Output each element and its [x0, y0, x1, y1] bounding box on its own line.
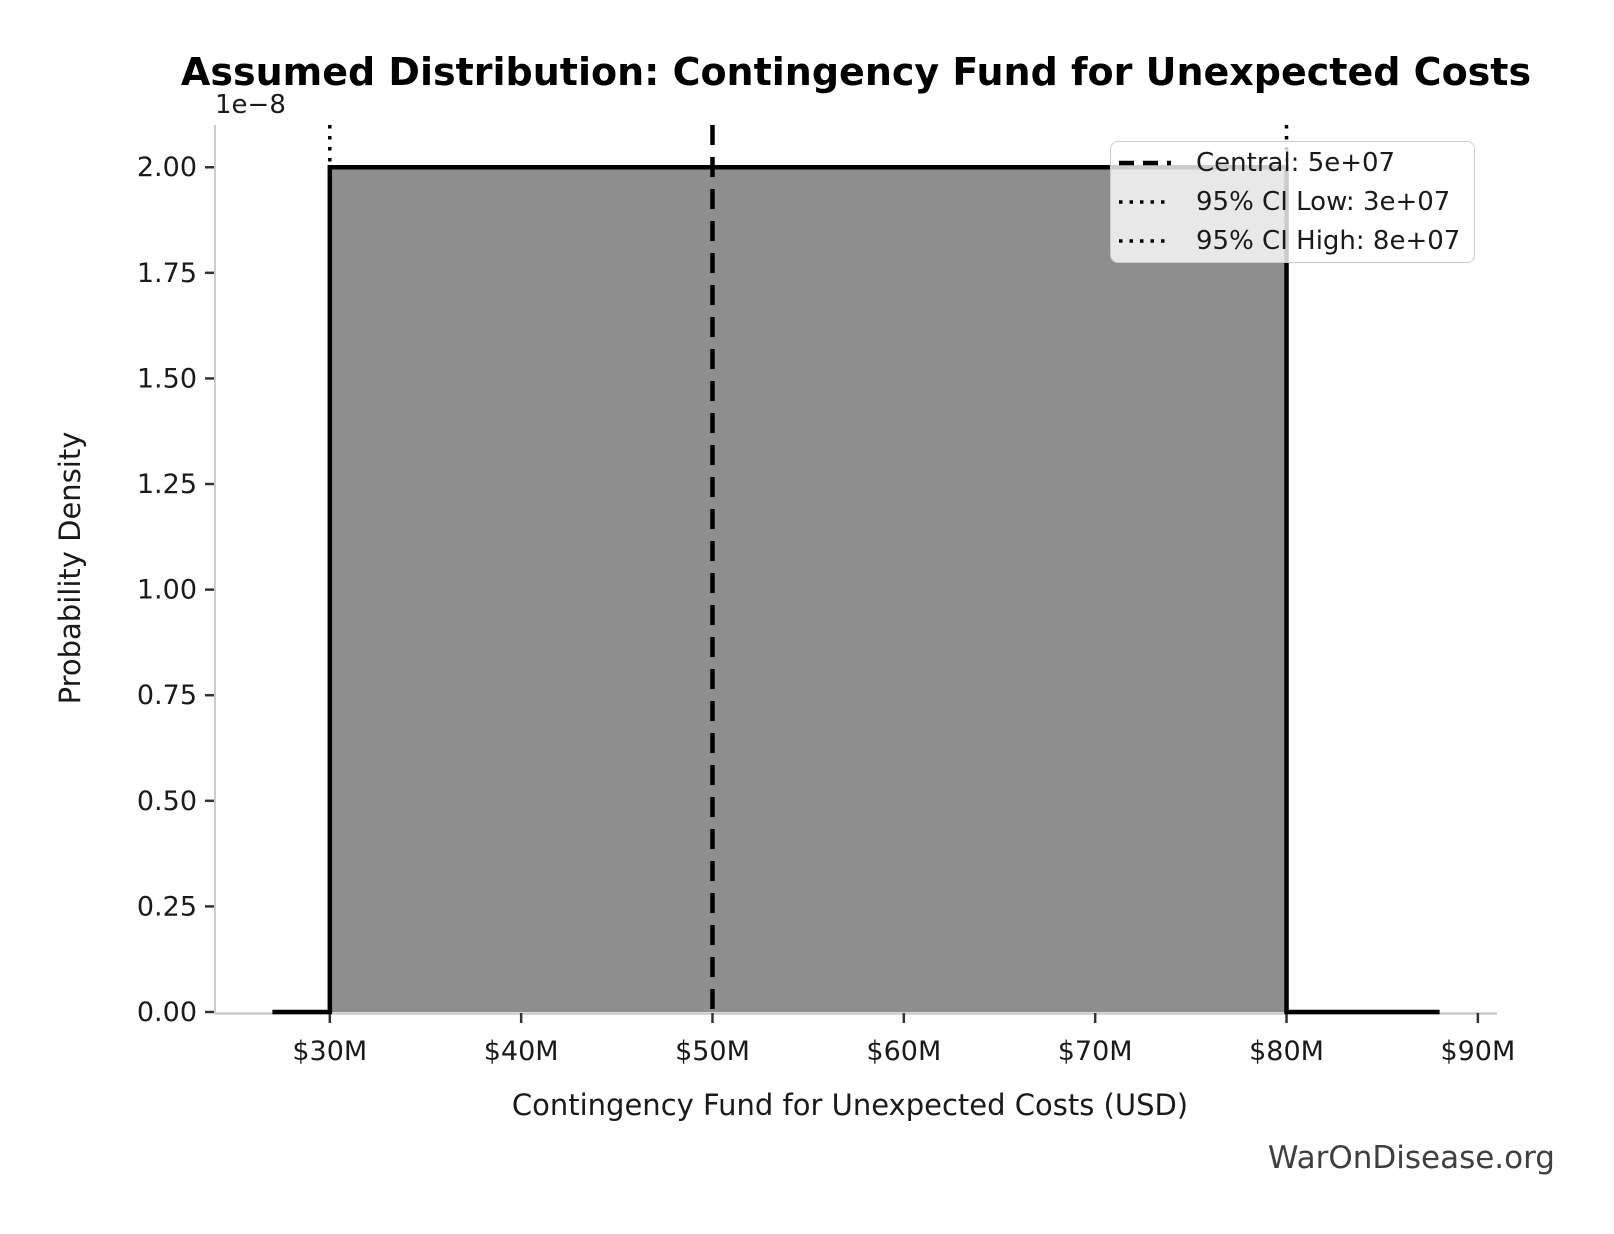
density-fill — [329, 167, 1287, 1012]
chart-title: Assumed Distribution: Contingency Fund f… — [180, 50, 1532, 94]
y-tick-label: 1.25 — [137, 469, 197, 500]
x-tick-label: $90M — [1440, 1036, 1515, 1067]
legend-label-ci-low: 95% CI Low: 3e+07 — [1196, 186, 1451, 217]
dotted-line-sample-icon — [1119, 200, 1171, 204]
y-tick-label: 2.00 — [137, 152, 197, 183]
y-tick-label: 1.75 — [137, 258, 197, 289]
legend-row-ci-low: 95% CI Low: 3e+07 — [1119, 187, 1468, 217]
watermark: WarOnDisease.org — [1267, 1140, 1555, 1176]
x-axis-label: Contingency Fund for Unexpected Costs (U… — [511, 1088, 1189, 1122]
legend-label-central: Central: 5e+07 — [1196, 148, 1396, 179]
x-tick-label: $60M — [866, 1036, 941, 1067]
legend-row-central: Central: 5e+07 — [1119, 148, 1468, 178]
x-tick-label: $30M — [292, 1036, 367, 1067]
x-tick-label: $50M — [675, 1036, 750, 1067]
y-tick-label: 1.50 — [137, 363, 197, 394]
y-tick-label: 0.25 — [137, 891, 197, 922]
legend: Central: 5e+07 95% CI Low: 3e+07 95% CI … — [1110, 141, 1475, 263]
y-axis-offset-label: 1e−8 — [215, 90, 286, 120]
x-tick-label: $40M — [484, 1036, 559, 1067]
dotted-line-sample-icon — [1119, 238, 1171, 243]
y-tick-label: 0.75 — [137, 680, 197, 711]
legend-row-ci-high: 95% CI High: 8e+07 — [1119, 226, 1468, 256]
y-tick-label: 0.50 — [137, 786, 197, 817]
x-tick-label: $70M — [1058, 1036, 1133, 1067]
dashed-line-sample-icon — [1119, 161, 1171, 166]
y-tick-label: 0.00 — [137, 997, 197, 1028]
legend-label-ci-high: 95% CI High: 8e+07 — [1196, 225, 1461, 256]
x-tick-label: $80M — [1249, 1036, 1324, 1067]
y-tick-label: 1.00 — [137, 575, 197, 606]
density-outline — [272, 164, 1440, 1015]
